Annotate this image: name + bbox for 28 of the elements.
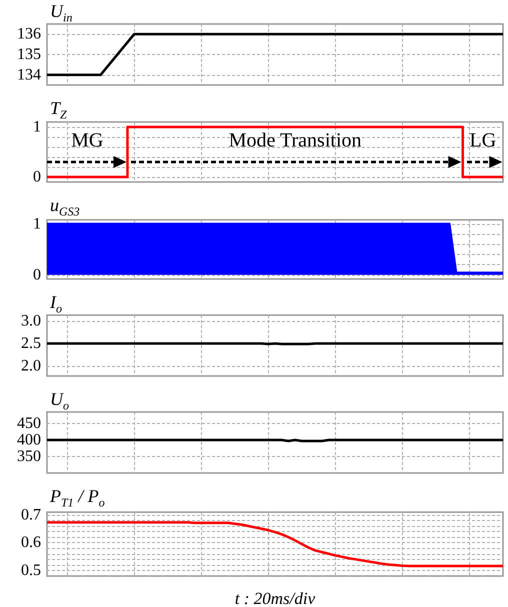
y-tick-label: 450: [17, 415, 41, 432]
y-tick-label: 0: [33, 168, 41, 186]
y-tick-label: 3.0: [21, 312, 41, 330]
chart-title: P$_{T1}$ / P$_{o}$: [50, 485, 105, 512]
y-tick-label: 135: [17, 46, 41, 63]
y-tick-label: 2.0: [21, 358, 41, 375]
y-tick-label: 0.5: [21, 562, 41, 579]
y-tick-label: 2.5: [21, 335, 41, 352]
y-tick-label: 400: [17, 432, 41, 449]
y-tick-label: 0.7: [21, 506, 41, 524]
y-tick-label: 0.6: [21, 534, 41, 552]
annotation: Mode Transition: [228, 130, 362, 153]
y-tick-label: 1: [33, 118, 41, 136]
x-axis-title: t : 20ms/div: [234, 589, 316, 607]
y-tick-label: 136: [17, 26, 41, 43]
y-tick-label: 1: [33, 216, 41, 232]
annotation: MG: [71, 130, 104, 153]
y-tick-label: 350: [17, 448, 41, 466]
chart-title: u$_{GS3}$: [50, 194, 80, 221]
chart-title: U$_{o}$: [50, 388, 69, 415]
y-tick-label: 0: [33, 266, 41, 284]
chart-title: U$_{in}$: [50, 0, 72, 27]
line-series: [46, 32, 504, 76]
annotation: LG: [470, 130, 496, 153]
line-series: [46, 521, 504, 568]
chart-title: I$_{o}$: [50, 291, 62, 318]
y-tick-label: 134: [17, 66, 41, 84]
chart-title: T$_{Z}$: [50, 97, 67, 124]
